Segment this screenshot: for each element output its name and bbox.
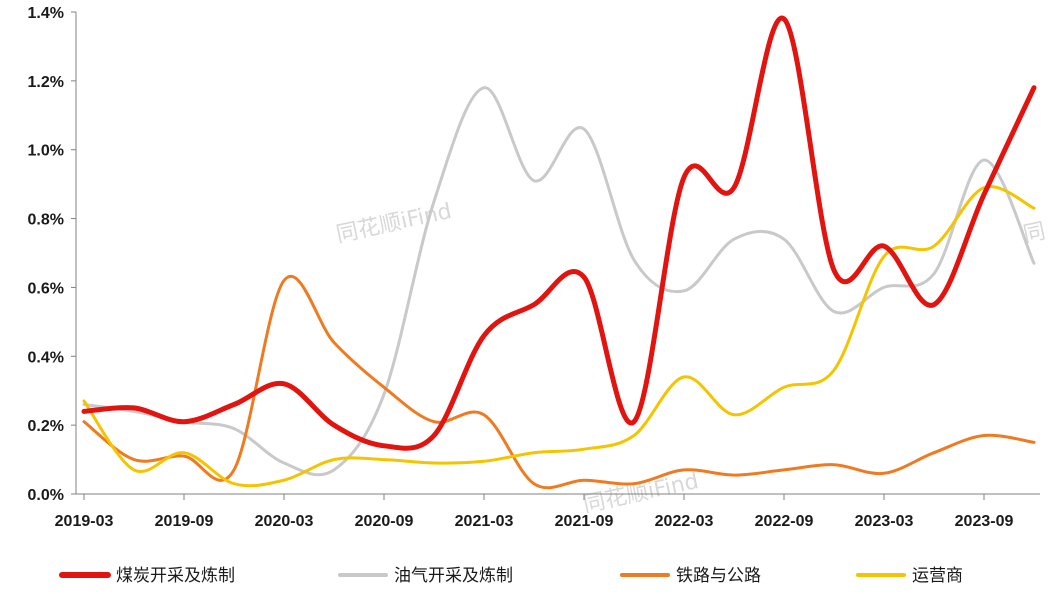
series-line-3 <box>82 275 1036 490</box>
watermark: 同花顺iFind <box>581 469 701 518</box>
x-tick-label: 2022-09 <box>755 513 814 530</box>
watermark: 同花顺iFind <box>334 199 454 248</box>
x-tick-label: 2021-09 <box>555 513 614 530</box>
x-tick-label: 2019-09 <box>155 513 214 530</box>
y-tick-label: 0.6% <box>28 280 64 297</box>
legend-label: 煤炭开采及炼制 <box>116 566 235 586</box>
x-tick-label: 2019-03 <box>55 513 114 530</box>
y-tick-label: 0.8% <box>28 212 64 229</box>
legend-label: 铁路与公路 <box>676 566 761 586</box>
x-tick-label: 2021-03 <box>455 513 514 530</box>
x-tick-label: 2023-03 <box>855 513 914 530</box>
x-tick-label: 2020-03 <box>255 513 314 530</box>
x-tick-label: 2022-03 <box>655 513 714 530</box>
y-tick-label: 0.2% <box>28 418 64 435</box>
legend: 煤炭开采及炼制 油气开采及炼制 铁路与公路 运营商 <box>59 566 963 586</box>
y-tick-label: 1.4% <box>28 5 64 22</box>
x-tick-label: 2020-09 <box>355 513 414 530</box>
axes: 0.0% 0.2% 0.4% 0.6% 0.8% 1.0% 1.2% 1.4% 2019-03 2… <box>28 5 1040 530</box>
y-tick-label: 0.4% <box>28 349 64 366</box>
y-tick-label: 0.0% <box>28 487 64 504</box>
series-line-1 <box>81 15 1037 451</box>
legend-label: 油气开采及炼制 <box>394 566 513 586</box>
legend-label: 运营商 <box>912 566 963 586</box>
y-tick-label: 1.2% <box>28 74 64 91</box>
series-line-4 <box>82 185 1036 488</box>
x-tick-label: 2023-09 <box>955 513 1014 530</box>
series-line-2 <box>82 86 1036 477</box>
series-lines <box>81 15 1037 490</box>
y-tick-label: 1.0% <box>28 143 64 160</box>
